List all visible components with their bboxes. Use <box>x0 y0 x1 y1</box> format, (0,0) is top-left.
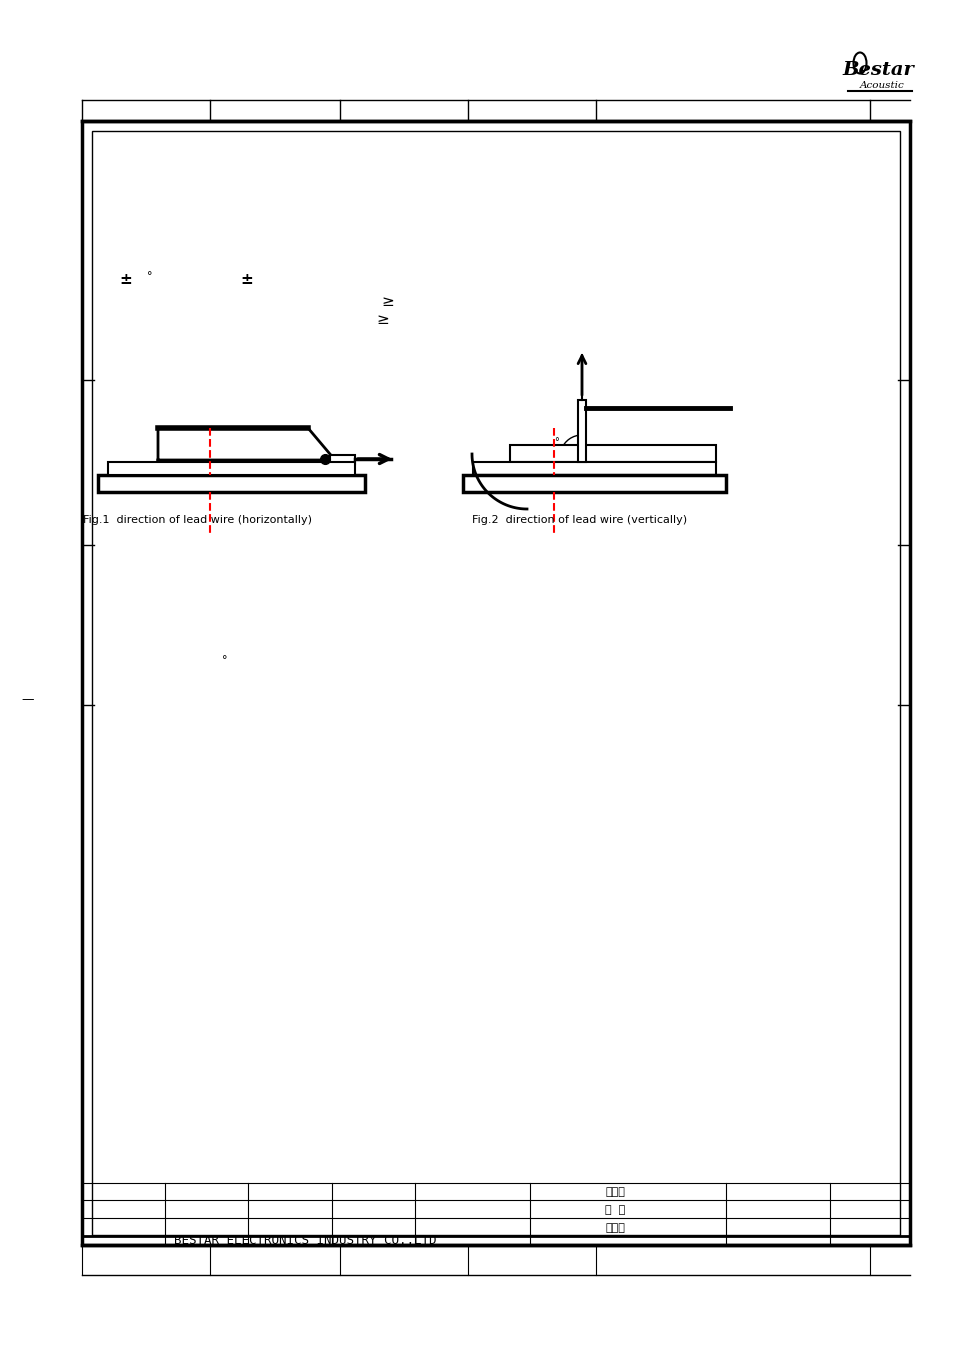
Text: °: ° <box>147 272 152 281</box>
Bar <box>98 476 365 492</box>
Bar <box>108 462 355 476</box>
Bar <box>473 462 716 476</box>
Text: 赵  妙: 赵 妙 <box>604 1205 624 1215</box>
Text: —: — <box>22 693 34 707</box>
Bar <box>462 476 725 492</box>
Text: Bestar: Bestar <box>841 61 913 78</box>
Text: ±: ± <box>240 273 253 288</box>
Bar <box>91 131 899 1235</box>
Text: °: ° <box>554 436 558 447</box>
Text: 汤浩君: 汤浩君 <box>604 1188 624 1197</box>
Bar <box>510 444 716 462</box>
Polygon shape <box>158 428 335 462</box>
Text: °: ° <box>222 655 228 665</box>
Text: Acoustic: Acoustic <box>859 81 903 89</box>
Text: ±: ± <box>119 273 132 288</box>
Text: Fig.1  direction of lead wire (horizontally): Fig.1 direction of lead wire (horizontal… <box>84 515 313 526</box>
Bar <box>578 400 585 462</box>
Bar <box>82 122 909 1246</box>
Bar <box>330 455 355 463</box>
Text: ≥: ≥ <box>381 295 394 309</box>
Text: 李红元: 李红元 <box>604 1223 624 1233</box>
Text: ≥: ≥ <box>376 312 389 327</box>
Text: BESTAR ELECTRONICS INDUSTRY CO.,LTD: BESTAR ELECTRONICS INDUSTRY CO.,LTD <box>173 1235 436 1247</box>
Text: Fig.2  direction of lead wire (vertically): Fig.2 direction of lead wire (vertically… <box>472 515 687 526</box>
